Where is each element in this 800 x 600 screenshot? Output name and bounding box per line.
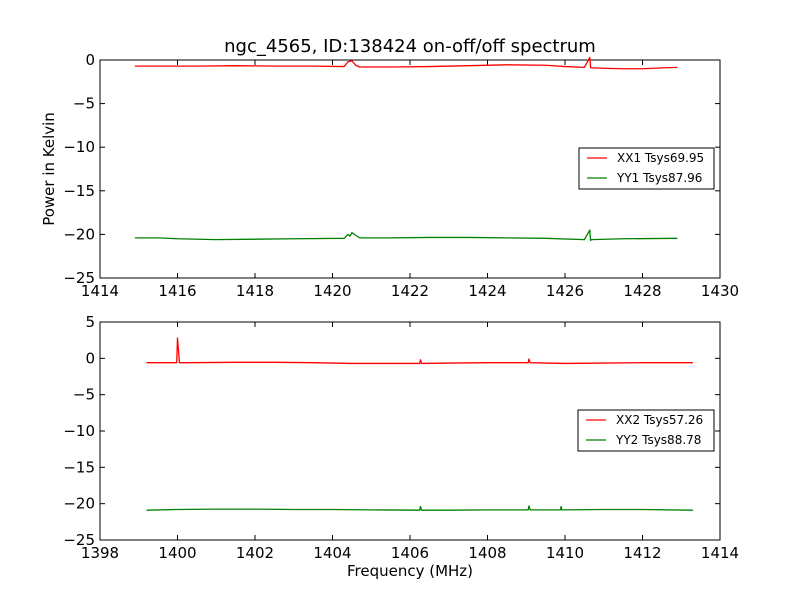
top-subplot: ngc_4565, ID:138424 on-off/off spectrum 1… (40, 36, 739, 300)
y-tick-label: −20 (63, 495, 95, 513)
x-tick-label: 1416 (158, 282, 196, 300)
series-line-yy (146, 505, 693, 511)
legend-entry: XX2 Tsys57.26 (616, 413, 703, 427)
x-tick-label: 1400 (158, 544, 196, 562)
series-line-yy (134, 229, 678, 242)
x-tick-label: 1414 (701, 544, 739, 562)
legend-entry: YY2 Tsys88.78 (615, 433, 701, 447)
bottom-subplot: 1398 1400 1402 1404 1406 1408 1410 1412 1414 5 0 −5… (63, 313, 739, 580)
x-tick-label: 1404 (313, 544, 351, 562)
y-tick-label: 0 (85, 349, 95, 367)
x-tick-label: 1406 (391, 544, 429, 562)
x-tick-label: 1412 (623, 544, 661, 562)
x-tick-label: 1424 (468, 282, 506, 300)
y-axis-label: Power in Kelvin (40, 112, 58, 226)
y-tick-label: −5 (73, 95, 95, 113)
y-tick-label: −10 (63, 422, 95, 440)
legend-entry: XX1 Tsys69.95 (617, 151, 704, 165)
legend-box (578, 147, 715, 190)
y-tick-label: −15 (63, 458, 95, 476)
x-tick-label: 1398 (81, 544, 119, 562)
y-tick-label: −15 (63, 182, 95, 200)
legend: XX2 Tsys57.26 YY2 Tsys88.78 (577, 409, 715, 452)
y-tick-label: −25 (63, 269, 95, 287)
x-tick-label: 1408 (468, 544, 506, 562)
y-tick-label: 5 (85, 313, 95, 331)
legend-entry: YY1 Tsys87.96 (616, 171, 702, 185)
series-line-xx (146, 337, 693, 365)
legend-box (577, 409, 715, 452)
x-tick-label: 1428 (623, 282, 661, 300)
y-tick-label: −25 (63, 531, 95, 549)
y-tick-label: −10 (63, 138, 95, 156)
x-tick-label: 1426 (546, 282, 584, 300)
x-tick-label: 1410 (546, 544, 584, 562)
x-tick-label: 1402 (236, 544, 274, 562)
y-tick-label: −20 (63, 225, 95, 243)
x-axis-label: Frequency (MHz) (347, 562, 473, 580)
legend: XX1 Tsys69.95 YY1 Tsys87.96 (578, 147, 715, 190)
x-tick-label: 1422 (391, 282, 429, 300)
chart-title: ngc_4565, ID:138424 on-off/off spectrum (224, 36, 596, 57)
y-tick-label: 0 (85, 51, 95, 69)
series-line-xx (134, 56, 678, 70)
x-tick-label: 1430 (701, 282, 739, 300)
x-tick-label: 1418 (236, 282, 274, 300)
y-tick-label: −5 (73, 386, 95, 404)
x-tick-label: 1420 (313, 282, 351, 300)
x-tick-label: 1414 (81, 282, 119, 300)
